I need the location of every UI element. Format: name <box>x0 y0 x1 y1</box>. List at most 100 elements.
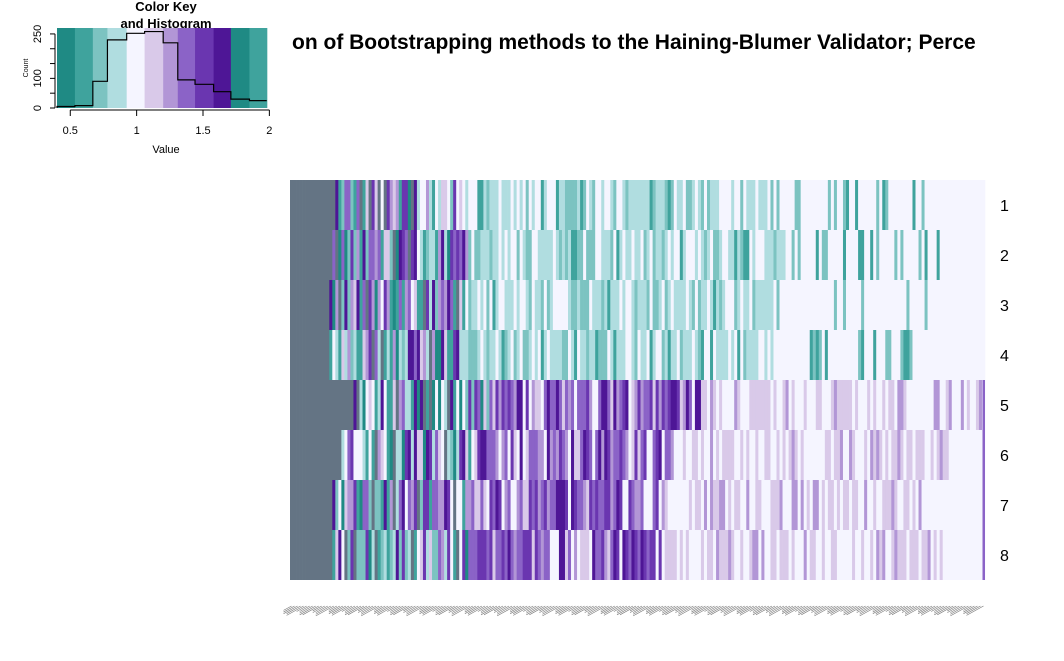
heatmap-cell <box>299 430 303 480</box>
heatmap-cell <box>794 480 799 530</box>
heatmap-cell <box>622 380 626 430</box>
color-key-stripe <box>107 28 128 108</box>
heatmap-cell <box>371 380 375 430</box>
heatmap-cell <box>909 280 913 330</box>
heatmap-cell <box>568 430 572 480</box>
heatmap-cell <box>809 180 814 230</box>
heatmap-cell <box>395 180 400 230</box>
heatmap-cell <box>368 280 372 330</box>
heatmap-cell <box>948 180 953 230</box>
heatmap-cell <box>761 530 765 580</box>
heatmap-cell <box>936 330 941 380</box>
heatmap-cell <box>960 430 965 480</box>
heatmap-column-label <box>768 605 782 613</box>
heatmap-cell <box>435 230 439 280</box>
heatmap-cell <box>416 480 421 530</box>
heatmap-cell <box>462 330 466 380</box>
heatmap-cell <box>873 330 877 380</box>
heatmap-cell <box>909 380 913 430</box>
heatmap-cell <box>628 430 632 480</box>
heatmap-cell <box>344 330 348 380</box>
heatmap-cell <box>852 180 856 230</box>
heatmap-column-label <box>315 605 328 613</box>
heatmap-cell <box>477 380 481 430</box>
heatmap-cell <box>930 380 934 430</box>
heatmap-column-label <box>558 605 573 614</box>
heatmap-row-label: 2 <box>1000 248 1009 265</box>
heatmap-cell <box>930 330 934 380</box>
heatmap-cell <box>870 330 874 380</box>
heatmap-cell <box>734 530 738 580</box>
heatmap-cell <box>667 480 672 530</box>
heatmap-cell <box>604 280 608 330</box>
heatmap-cell <box>821 230 826 280</box>
heatmap-column-label <box>675 605 688 613</box>
heatmap-cell <box>966 430 971 480</box>
heatmap-cell <box>380 430 385 480</box>
heatmap-cell <box>936 480 941 530</box>
heatmap-cell <box>852 480 856 530</box>
heatmap-cell <box>444 180 448 230</box>
heatmap-cell <box>540 230 545 280</box>
heatmap-column-label <box>496 605 516 617</box>
heatmap-cell <box>480 180 484 230</box>
heatmap-cell <box>489 530 493 580</box>
heatmap-column-label <box>374 605 383 611</box>
heatmap-cell <box>749 430 753 480</box>
heatmap-cell <box>903 530 907 580</box>
heatmap-cell <box>682 430 687 480</box>
heatmap-column-label <box>720 605 730 612</box>
heatmap-cell <box>486 530 490 580</box>
heatmap-cell <box>870 530 874 580</box>
heatmap-cell <box>694 430 699 480</box>
heatmap-cell <box>501 280 505 330</box>
heatmap-cell <box>474 330 478 380</box>
heatmap-cell <box>682 180 687 230</box>
heatmap-cell <box>806 480 811 530</box>
heatmap-cell <box>963 380 968 430</box>
heatmap-cell <box>713 280 717 330</box>
heatmap-cell <box>598 530 602 580</box>
heatmap-cell <box>516 230 521 280</box>
heatmap-cell <box>667 280 672 330</box>
heatmap-cell <box>619 230 623 280</box>
heatmap-column-label <box>296 605 307 612</box>
heatmap-cell <box>531 530 536 580</box>
heatmap-cell <box>710 230 714 280</box>
heatmap-column-label <box>752 605 764 612</box>
heatmap-cell <box>314 180 318 230</box>
heatmap-cell <box>722 280 726 330</box>
heatmap-column-label <box>901 605 915 613</box>
heatmap-cell <box>664 430 669 480</box>
heatmap-cell <box>954 180 959 230</box>
heatmap-cell <box>749 480 753 530</box>
heatmap-cell <box>522 280 527 330</box>
heatmap-cell <box>486 430 490 480</box>
heatmap-cell <box>477 480 481 530</box>
heatmap-cell <box>846 230 850 280</box>
heatmap-cell <box>948 280 953 330</box>
heatmap-cell <box>607 230 611 280</box>
heatmap-cell <box>812 230 817 280</box>
heatmap-cell <box>438 230 442 280</box>
heatmap-cell <box>806 230 811 280</box>
heatmap-cell <box>782 430 786 480</box>
heatmap-cell <box>522 430 527 480</box>
heatmap-cell <box>982 530 985 580</box>
heatmap-cell <box>419 230 424 280</box>
heatmap-column-label <box>798 605 809 612</box>
heatmap-cell <box>401 230 406 280</box>
heatmap-cell <box>815 530 820 580</box>
heatmap-cell <box>598 280 602 330</box>
heatmap-cell <box>474 380 478 430</box>
heatmap-cell <box>374 380 378 430</box>
heatmap-cell <box>413 480 418 530</box>
heatmap-cell <box>525 480 530 530</box>
heatmap-cell <box>646 180 650 230</box>
heatmap-cell <box>921 430 925 480</box>
heatmap-cell <box>592 530 596 580</box>
heatmap-cell <box>540 430 545 480</box>
heatmap-cell <box>483 430 487 480</box>
heatmap-cell <box>679 480 684 530</box>
heatmap-cell <box>622 530 626 580</box>
